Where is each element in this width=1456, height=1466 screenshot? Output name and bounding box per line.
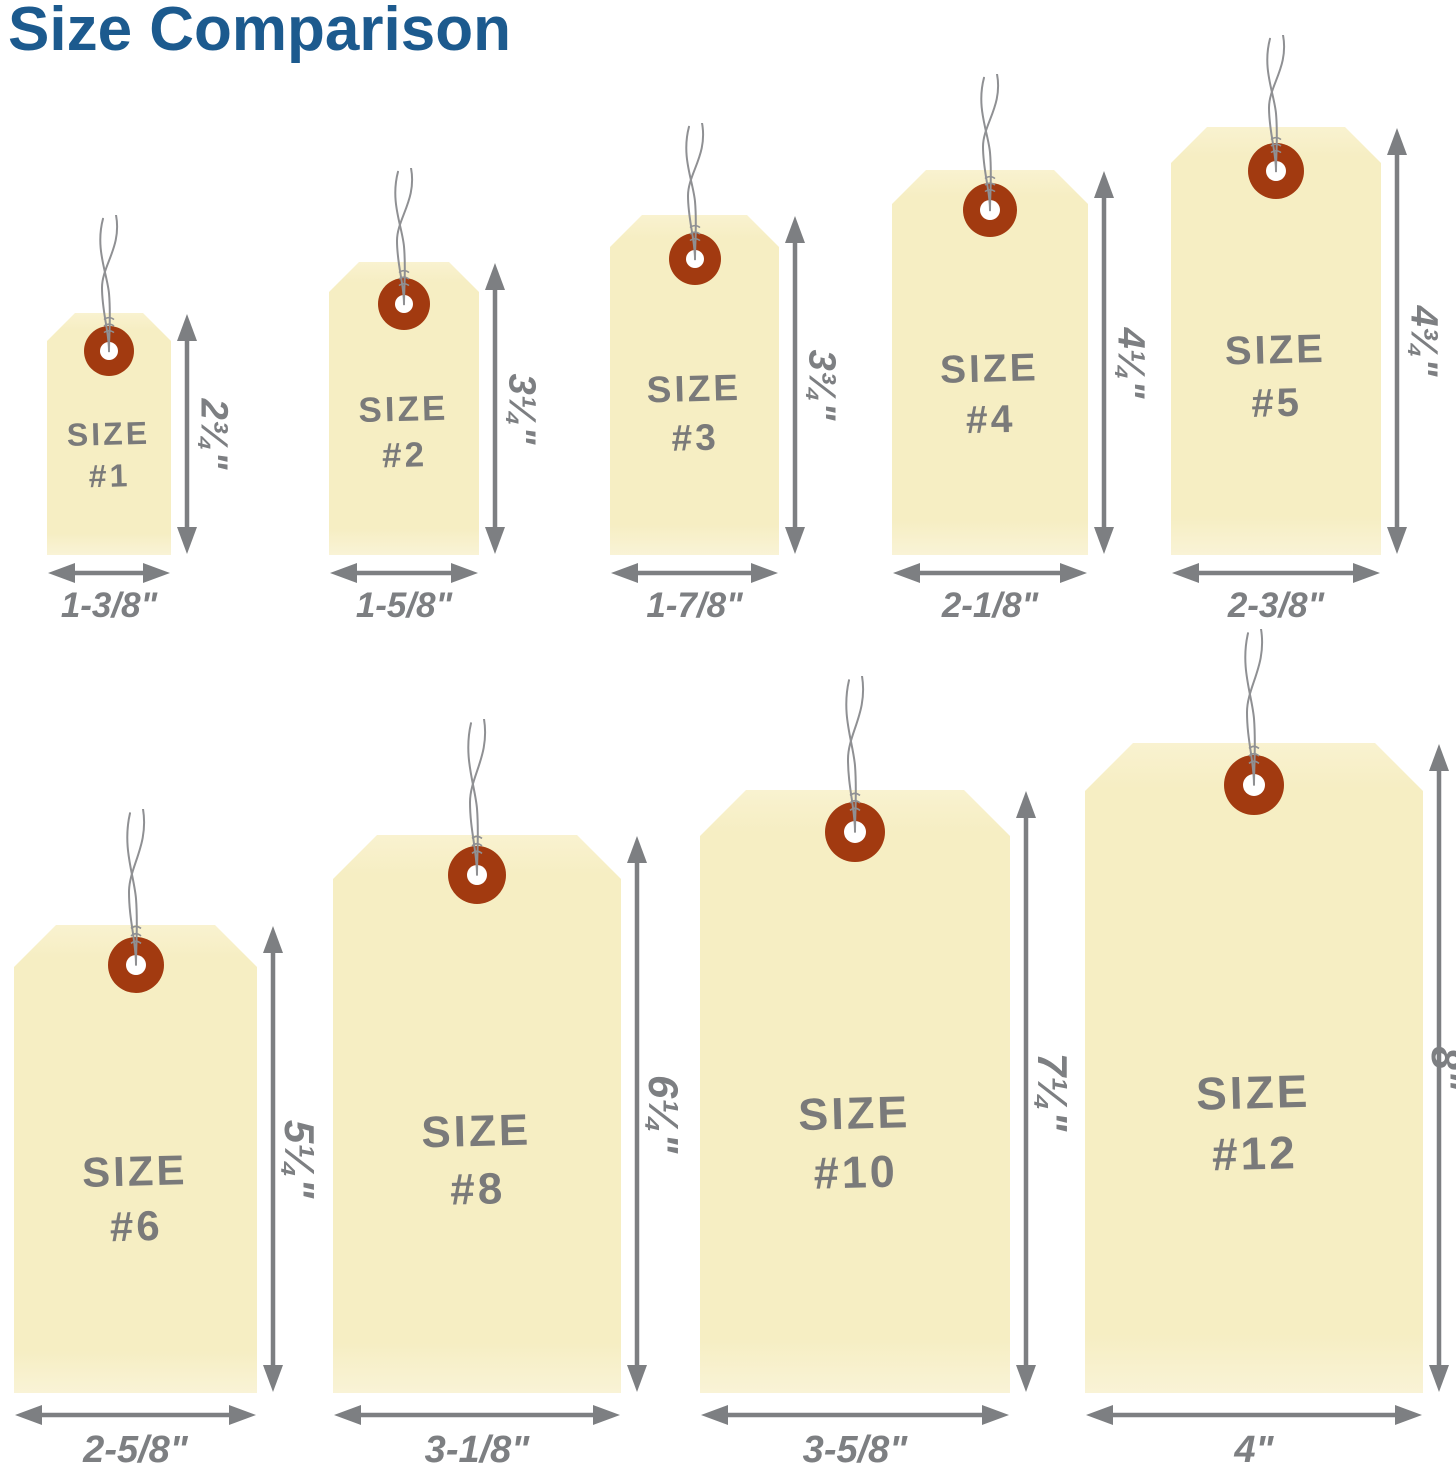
tag-shape: SIZE #10 [700,790,1010,1393]
height-arrow [1094,171,1114,554]
tag-size-label-word: SIZE [81,1145,189,1196]
wire-string-icon [980,74,1000,212]
tag-size-label-number: #4 [965,398,1016,443]
height-dimension-label: 3¼" [500,373,543,444]
tag-size-label-word: SIZE [1195,1065,1311,1121]
wire-string-icon [394,168,414,306]
width-dimension-label: 3-5/8" [802,1429,908,1466]
tag-size-label: SIZE #6 [13,1140,259,1257]
tag-size-label-word: SIZE [66,414,151,453]
wire-string-icon [467,719,487,876]
tag-size-label: SIZE #1 [46,411,172,499]
wire-string-icon [845,676,865,833]
tag-size-label: SIZE #2 [328,385,480,481]
width-arrow [15,1405,256,1425]
width-dimension-label: 2-3/8" [1227,586,1325,625]
tag-size-label-number: #1 [88,457,131,495]
width-dimension-label: 1-7/8" [646,586,743,625]
height-dimension-label: 4¼" [1109,327,1152,398]
width-arrow [334,1405,620,1425]
tag-size-label: SIZE #10 [698,1079,1011,1206]
height-arrow [1387,128,1407,554]
height-dimension-label: 7¼" [1029,1052,1076,1131]
tag-size-label: SIZE #8 [332,1100,623,1224]
tag-size-label-number: #8 [449,1164,506,1216]
width-arrow [1086,1405,1422,1425]
height-arrow [1016,791,1036,1392]
tag-shape: SIZE #6 [14,925,257,1393]
height-arrow [263,926,283,1392]
height-dimension-label: 2¾" [192,398,235,470]
height-arrow [627,836,647,1392]
height-dimension-label: 6¼" [640,1074,687,1154]
tag-size-label: SIZE #4 [891,341,1090,449]
width-arrow [330,563,478,583]
tag-size-label-number: #3 [671,416,720,459]
tag-size-label-number: #2 [381,435,428,476]
height-dimension-label: 5¼" [276,1119,323,1199]
width-arrow [893,563,1087,583]
tag-shape: SIZE #12 [1085,743,1423,1393]
width-arrow [701,1405,1009,1425]
tag-size-label-word: SIZE [357,389,449,431]
width-dimension-label: 1-3/8" [60,586,158,625]
tag-size-label-word: SIZE [646,366,742,411]
tag-size-label: SIZE #5 [1170,322,1383,433]
height-arrow [485,263,505,554]
wire-string-icon [125,809,145,966]
tag-size-label-word: SIZE [1224,327,1327,374]
tag-shape: SIZE #8 [333,835,621,1393]
tag-size-label-word: SIZE [939,346,1040,393]
width-dimension-label: 2-1/8" [941,586,1039,625]
wire-string-icon [99,215,119,353]
height-arrow [177,314,197,554]
tag-size-label: SIZE #3 [609,363,780,465]
width-dimension-label: 4" [1234,1429,1274,1466]
wire-string-icon [684,123,704,261]
width-arrow [611,563,778,583]
height-dimension-label: 8" [1423,1046,1456,1090]
tag-size-label-number: #5 [1250,380,1303,427]
height-dimension-label: 3¾" [800,349,843,421]
height-arrow [1429,744,1449,1392]
height-dimension-label: 4¾" [1402,305,1445,377]
tag-size-label-word: SIZE [797,1085,911,1140]
page-title: Size Comparison [8,0,511,64]
width-dimension-label: 1-5/8" [355,586,453,625]
tag-size-label-number: #12 [1211,1126,1299,1181]
tag-size-label-number: #6 [109,1202,164,1251]
width-dimension-label: 3-1/8" [424,1429,530,1466]
tag-size-label: SIZE #12 [1083,1058,1424,1188]
height-arrow [785,216,805,554]
tag-size-label-word: SIZE [420,1105,532,1158]
width-dimension-label: 2-5/8" [83,1429,188,1466]
width-arrow [1172,563,1380,583]
wire-string-icon [1244,629,1264,786]
width-arrow [48,563,170,583]
tag-size-label-number: #10 [813,1145,899,1199]
wire-string-icon [1266,35,1286,173]
